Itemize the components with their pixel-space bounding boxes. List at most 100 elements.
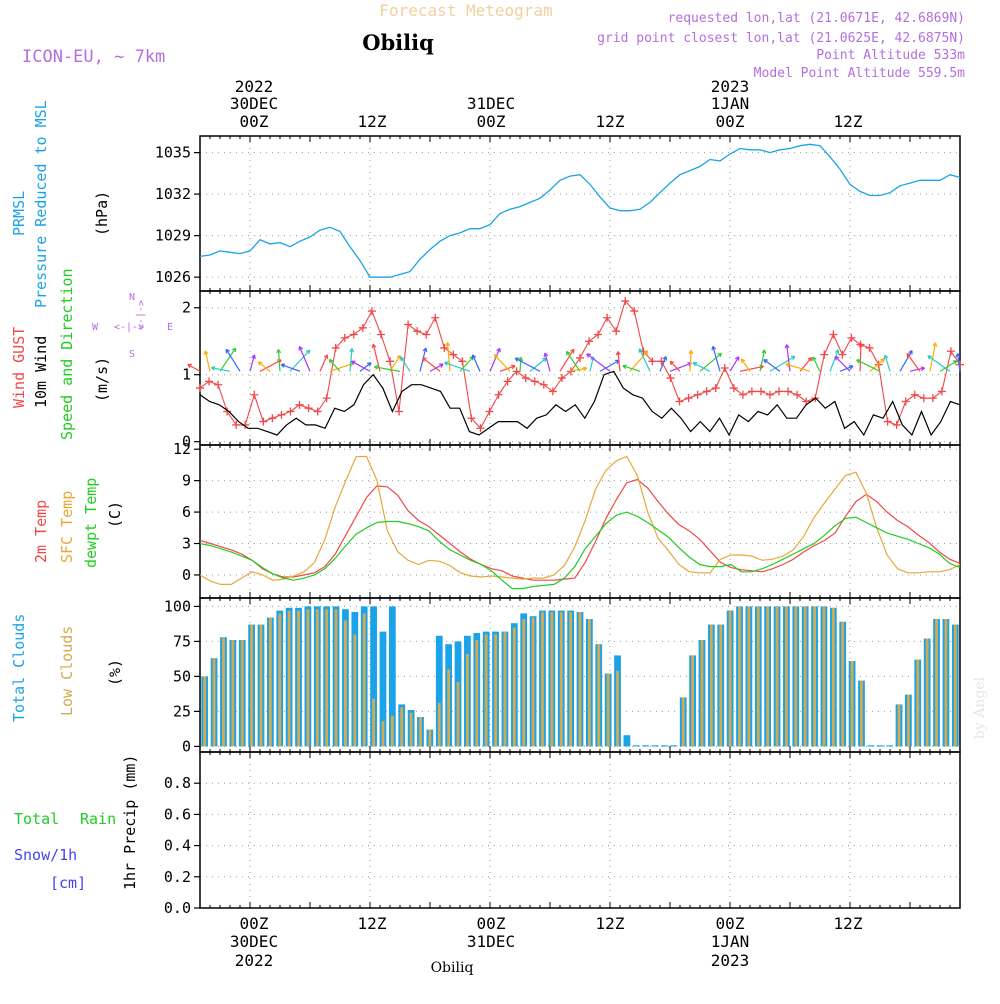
wind-arrow-head <box>422 357 427 362</box>
wind-arrow <box>493 353 511 372</box>
low-cloud-bar <box>794 606 798 747</box>
temp-ytick-label: 3 <box>182 535 191 553</box>
gust-marker <box>648 357 657 366</box>
credit-watermark: by Angel <box>972 676 988 739</box>
wind-arrow <box>729 356 740 372</box>
top-date-31dec: 31DEC <box>467 94 515 113</box>
wind-arrow-shaft <box>489 348 501 372</box>
wind-arrow <box>280 363 301 372</box>
wind-arrow-shaft <box>446 342 451 372</box>
wind-arrow <box>692 362 711 372</box>
gust-marker <box>512 367 521 376</box>
plot-layer: 102610291032103501203691202550751000.00.… <box>155 135 964 917</box>
wind-arrow-shaft <box>786 344 791 372</box>
low-cloud-bar <box>616 670 619 747</box>
wind-arrow-head <box>203 350 209 355</box>
wind-arrow-shaft <box>351 360 371 372</box>
gust-marker <box>277 410 286 419</box>
wind-arrow-shaft <box>259 359 282 372</box>
wind-arrow-shaft <box>529 357 547 372</box>
compass-s: S <box>129 349 135 360</box>
bottom-hour-tick: 00Z <box>240 914 269 933</box>
wind-arrow <box>785 362 811 372</box>
wind-arrow-head <box>717 352 723 358</box>
precip-label-cm: [cm] <box>50 874 86 892</box>
wind-arrow-shaft <box>566 351 581 372</box>
gust-marker <box>322 394 331 403</box>
wind-arrow <box>906 353 921 372</box>
wind-arrow-shaft <box>493 354 511 372</box>
wind-arrow-shaft <box>740 358 751 372</box>
total-cloud-bar <box>388 606 396 747</box>
wind-arrow-head <box>231 347 237 353</box>
wind-arrow <box>955 353 961 372</box>
wind-arrow-shaft <box>692 362 711 372</box>
wind-arrow <box>565 350 581 372</box>
wind-arrow-shaft <box>906 353 921 372</box>
wind-arrow-shaft <box>219 347 237 372</box>
wind-arrow <box>834 355 851 372</box>
temp-axes: 0 3 6 9 12 <box>173 440 961 599</box>
wind-arrow-shaft <box>884 354 891 372</box>
low-cloud-bar <box>381 721 385 747</box>
gust-marker <box>386 357 394 366</box>
low-cloud-bar <box>344 620 347 747</box>
wind-arrow-head <box>785 362 791 368</box>
clouds-unit: (%) <box>106 659 124 686</box>
wind-arrow <box>203 350 211 372</box>
wind-arrow-shaft <box>422 357 441 372</box>
wind-arrow <box>711 345 721 372</box>
low-cloud-bar <box>222 637 225 747</box>
wind-arrow-head <box>834 355 840 361</box>
gust-marker <box>413 327 422 336</box>
gust-marker <box>720 364 729 372</box>
precip-ytick-label: 0.2 <box>164 868 191 886</box>
clouds-label-low: Low Clouds <box>58 626 76 716</box>
gust-marker <box>367 307 376 316</box>
low-cloud-bar <box>691 655 695 747</box>
wind-arrow-head <box>812 356 817 361</box>
wind-arrow <box>349 348 355 372</box>
low-cloud-bar <box>278 613 282 747</box>
low-cloud-bar <box>259 624 263 747</box>
wind-arrow-head <box>856 359 861 364</box>
gust-marker <box>729 384 738 393</box>
gust-marker <box>530 377 539 386</box>
compass-v-arrow: <-|-> <box>135 300 146 330</box>
gust-marker <box>838 350 847 359</box>
wind-arrow <box>529 357 547 372</box>
wind-arrow <box>257 361 271 372</box>
wind-arrow-head <box>711 345 717 351</box>
wind-arrow-shaft <box>939 360 958 372</box>
gust-marker <box>539 380 548 389</box>
low-cloud-bar <box>390 715 394 747</box>
gust-marker <box>214 380 223 389</box>
wind-arrow-head <box>349 348 355 353</box>
gust-marker <box>395 407 404 416</box>
low-cloud-bar <box>437 703 441 747</box>
wind-arrow <box>899 350 913 372</box>
gust-marker <box>286 407 295 416</box>
gust-marker <box>919 394 928 403</box>
wind-arrow-shaft <box>659 356 667 372</box>
wind-arrow-shaft <box>519 357 522 372</box>
gust-marker <box>910 390 919 399</box>
wind-arrow-shaft <box>329 362 354 372</box>
wind-arrow-head <box>735 356 740 361</box>
pressure-ytick-label: 1029 <box>155 227 191 245</box>
low-cloud-bar <box>419 717 422 747</box>
gust-marker <box>829 330 838 339</box>
wind-arrow-head <box>622 364 627 370</box>
wind-arrow-head <box>790 355 796 361</box>
low-cloud-bar <box>315 609 319 747</box>
wind-arrow-shaft <box>359 362 372 372</box>
wind-arrow-head <box>445 342 451 347</box>
low-cloud-bar <box>606 673 610 747</box>
wind-arrow-head <box>662 356 668 361</box>
temp-dewpt-line <box>199 511 961 590</box>
gust-marker <box>684 394 693 403</box>
wind-arrow-head <box>848 365 854 370</box>
precip-ytick-label: 0.6 <box>164 805 191 823</box>
wind-arrow <box>858 343 864 372</box>
gust-marker <box>675 397 684 406</box>
